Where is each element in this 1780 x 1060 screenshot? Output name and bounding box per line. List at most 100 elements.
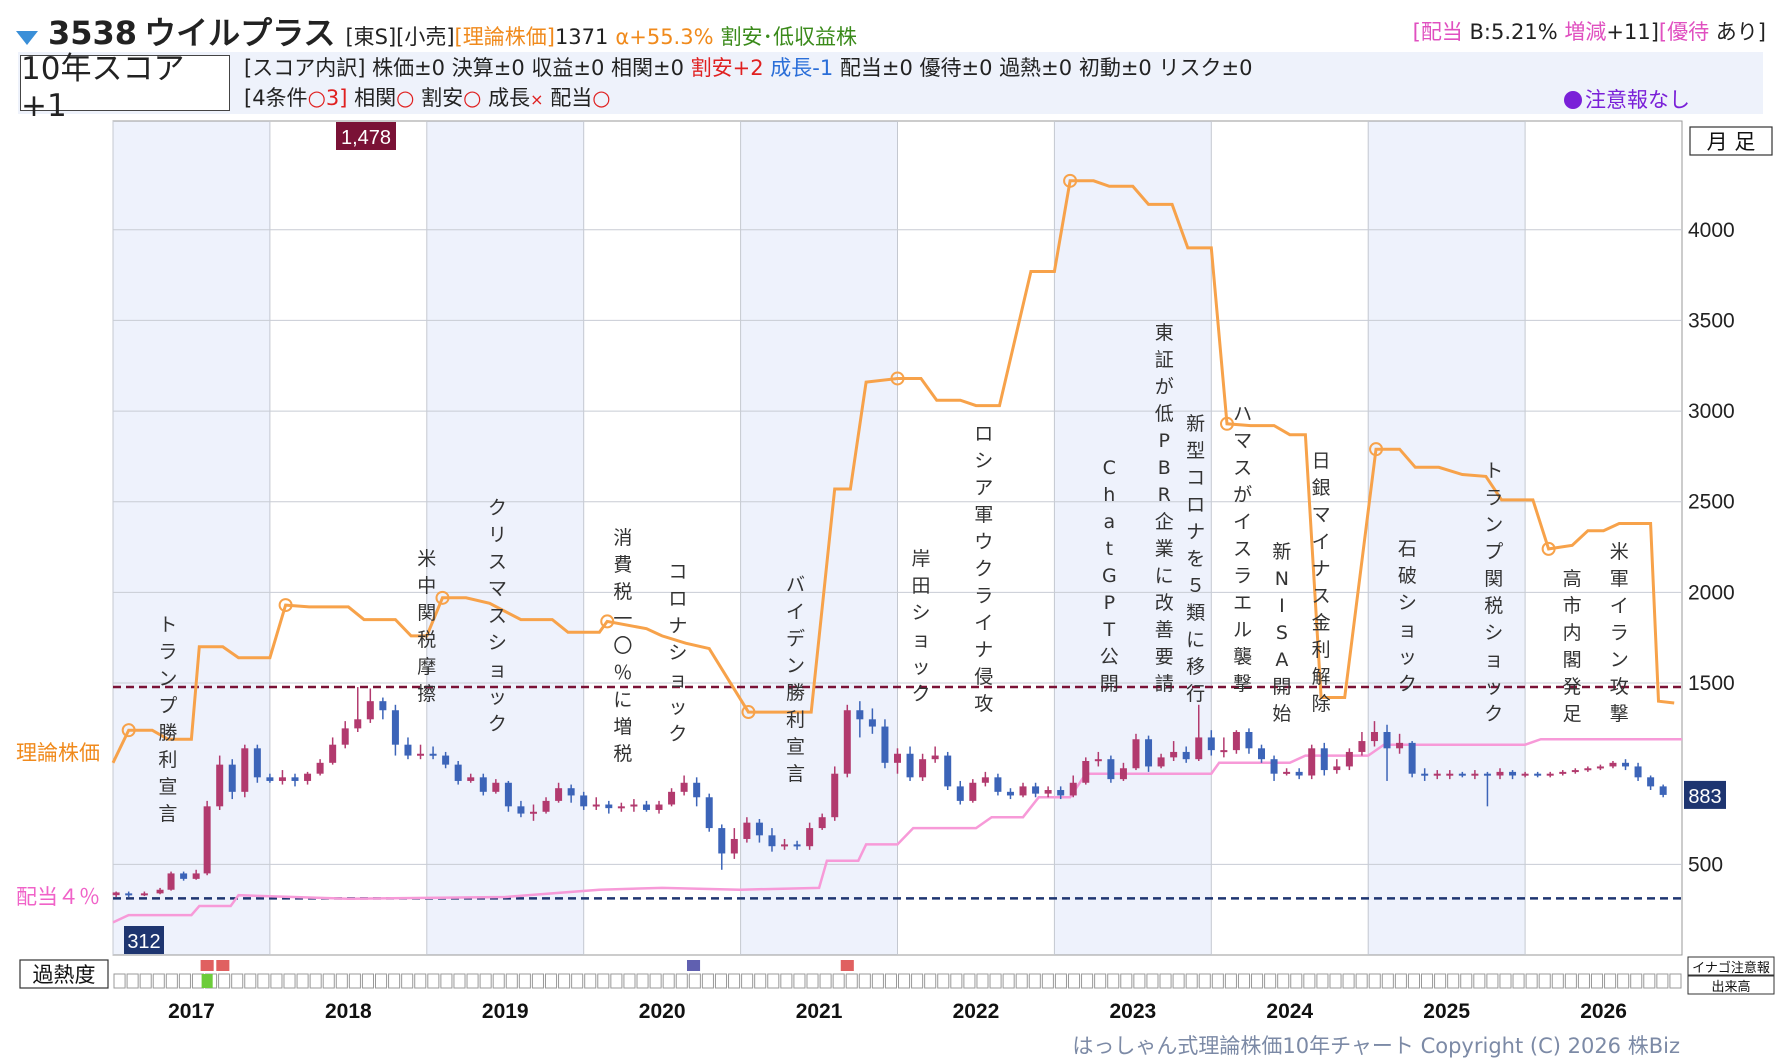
overheat-cell-73: [1067, 973, 1081, 989]
candle-57: [831, 773, 839, 818]
stock-name: ウイルプラス: [144, 14, 336, 52]
candle-98: [1345, 751, 1353, 767]
svg-text:A: A: [1275, 649, 1288, 671]
notice-text: 注意報なし: [1585, 88, 1690, 112]
xtick-2021: 2021: [796, 1000, 843, 1023]
svg-text:関: 関: [417, 602, 436, 624]
low-label: 312: [127, 931, 160, 953]
svg-text:擦: 擦: [417, 683, 436, 705]
zogen-value: +11]: [1606, 20, 1659, 44]
candle-122: [1647, 777, 1655, 787]
candle-8: [216, 764, 224, 807]
overheat-label: 過熱度: [33, 963, 96, 987]
svg-text:ッ: ッ: [488, 686, 507, 708]
overheat-cell-76: [1107, 973, 1120, 989]
svg-text:ン: ン: [158, 668, 177, 690]
overheat-cell-14: [296, 973, 309, 989]
inago-box: [1687, 956, 1775, 976]
candle-42: [642, 804, 650, 810]
candle-86: [1195, 737, 1203, 760]
overheat-cell-85: [1224, 973, 1237, 989]
candle-0: [112, 892, 120, 896]
candle-92: [1270, 759, 1278, 774]
svg-text:デ: デ: [786, 628, 805, 650]
xtick-2023: 2023: [1109, 1000, 1156, 1023]
xtick-2026: 2026: [1580, 1000, 1627, 1023]
svg-text:ク: ク: [668, 723, 687, 745]
svg-text:ナ: ナ: [974, 639, 993, 661]
svg-text:リ: リ: [488, 524, 507, 546]
overheat-cell-97: [1381, 973, 1394, 989]
candle-12: [266, 777, 274, 781]
overheat-cell-67: [989, 973, 1002, 989]
svg-text:型: 型: [1186, 440, 1205, 462]
svg-text:利: 利: [1312, 639, 1331, 661]
overheat-cell-61: [911, 973, 924, 989]
year-band-2021: [740, 121, 898, 955]
candle-63: [906, 753, 914, 778]
candle-99: [1358, 741, 1366, 752]
overheat-cell-75: [1094, 973, 1107, 989]
svg-text:発: 発: [1563, 676, 1582, 698]
overheat-cell-19: [361, 973, 374, 989]
overheat-cell-113: [1590, 973, 1604, 989]
overheat-cell-55: [832, 973, 845, 989]
svg-text:摩: 摩: [417, 656, 436, 678]
svg-text:内: 内: [1563, 622, 1582, 644]
svg-text:低: 低: [1155, 403, 1174, 425]
svg-text:マ: マ: [488, 578, 507, 600]
overheat-cell-107: [1512, 973, 1525, 989]
overheat-cell-62: [924, 973, 937, 989]
overheat-cell-86: [1237, 973, 1251, 989]
overheat-cell-90: [1290, 973, 1303, 989]
overheat-cell-82: [1185, 973, 1198, 989]
candle-80: [1119, 768, 1127, 780]
overheat-cell-44: [688, 973, 701, 989]
candle-31: [504, 782, 512, 807]
overheat-cell-32: [531, 973, 544, 989]
overheat-cell-84: [1211, 973, 1224, 989]
svg-text:ッ: ッ: [912, 656, 931, 678]
candle-111: [1509, 771, 1517, 776]
score-item-9: 初動±0: [1078, 56, 1159, 80]
svg-text:イ: イ: [1233, 511, 1252, 533]
four-conditions: [4条件○3] 相関○ 割安○ 成長× 配当○: [244, 82, 611, 112]
candle-48: [718, 828, 726, 854]
candle-55: [806, 828, 814, 847]
candle-23: [404, 744, 412, 756]
svg-text:宣: 宣: [158, 776, 177, 798]
overheat-cell-56: [845, 973, 858, 989]
zogen-label: 増減: [1564, 20, 1607, 44]
overheat-cell-91: [1303, 973, 1316, 989]
svg-text:〇: 〇: [613, 635, 632, 657]
svg-text:が: が: [1155, 376, 1174, 398]
svg-text:攻: 攻: [1610, 676, 1629, 698]
svg-text:ト: ト: [158, 614, 177, 636]
candle-113: [1534, 773, 1542, 776]
candle-109: [1483, 773, 1491, 776]
svg-text:銀: 銀: [1312, 477, 1331, 499]
candle-110: [1496, 771, 1504, 776]
overheat-cell-69: [1015, 973, 1028, 989]
svg-text:関: 関: [1484, 568, 1503, 590]
candle-47: [705, 797, 713, 829]
overheat-green-cell: [201, 974, 213, 988]
yutai-label: 優待: [1667, 20, 1710, 44]
candle-94: [1295, 771, 1303, 776]
score-item-7: 優待±0: [919, 56, 1000, 80]
svg-text:ン: ン: [1484, 514, 1503, 536]
series-line-1: [112, 737, 1682, 924]
candle-89: [1232, 731, 1240, 751]
candle-29: [479, 777, 487, 792]
overheat-cell-78: [1133, 973, 1146, 989]
svg-text:マ: マ: [1312, 504, 1331, 526]
svg-text:高: 高: [1563, 568, 1582, 590]
candle-106: [1446, 773, 1454, 776]
candle-107: [1458, 773, 1466, 776]
svg-text:消: 消: [613, 527, 632, 549]
